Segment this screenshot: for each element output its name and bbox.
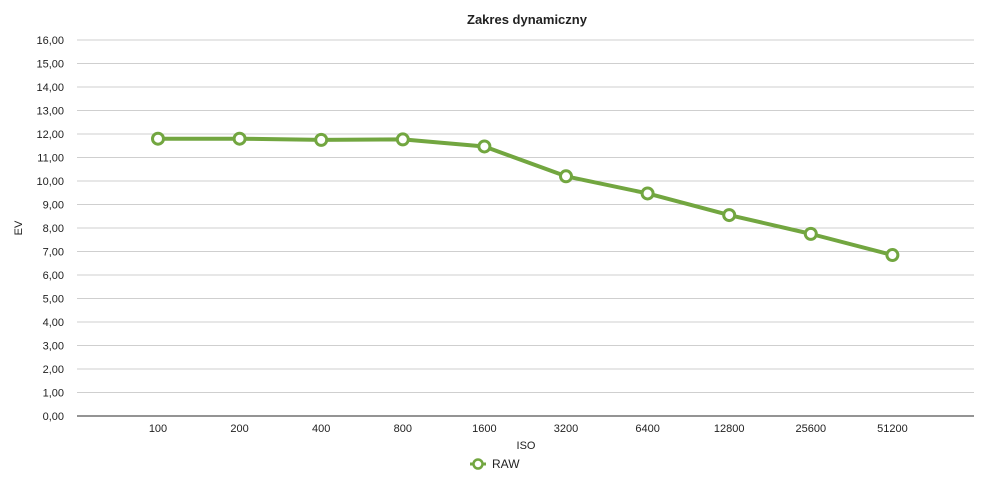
x-tick-label: 12800 bbox=[714, 423, 745, 435]
y-tick-label: 0,00 bbox=[43, 411, 64, 423]
x-tick-label: 51200 bbox=[877, 423, 908, 435]
x-tick-label: 200 bbox=[230, 423, 248, 435]
y-tick-label: 8,00 bbox=[43, 223, 64, 235]
series-line-raw bbox=[156, 136, 895, 258]
legend-label-raw: RAW bbox=[492, 457, 520, 471]
y-tick-label: 4,00 bbox=[43, 317, 64, 329]
x-axis-label: ISO bbox=[517, 440, 536, 452]
data-point-raw bbox=[640, 186, 655, 201]
data-point-raw bbox=[477, 139, 492, 154]
data-point-raw bbox=[722, 208, 737, 223]
x-tick-label: 1600 bbox=[472, 423, 496, 435]
data-point-raw bbox=[559, 169, 573, 184]
legend: RAW bbox=[470, 457, 520, 471]
grid-layer bbox=[77, 39, 974, 393]
y-tick-label: 15,00 bbox=[36, 59, 64, 71]
data-point-raw bbox=[395, 132, 410, 147]
y-tick-label: 1,00 bbox=[43, 388, 64, 400]
y-tick-labels: 0,00 1,00 2,00 3,00 4,00 5,00 6,00 7,00 8,00 9,00… bbox=[36, 35, 64, 423]
y-tick-label: 13,00 bbox=[36, 106, 64, 118]
x-tick-label: 100 bbox=[149, 423, 167, 435]
chart-title: Zakres dynamiczny bbox=[467, 12, 588, 27]
data-point-raw bbox=[232, 131, 247, 146]
x-tick-label: 3200 bbox=[554, 423, 578, 435]
x-tick-label: 800 bbox=[394, 423, 412, 435]
data-point-raw bbox=[885, 248, 900, 263]
x-tick-label: 400 bbox=[312, 423, 330, 435]
data-point-raw bbox=[314, 132, 329, 147]
series-layer bbox=[151, 131, 900, 263]
data-point-raw bbox=[803, 226, 818, 241]
y-tick-label: 14,00 bbox=[36, 82, 64, 94]
y-tick-label: 11,00 bbox=[37, 153, 64, 165]
y-tick-label: 10,00 bbox=[36, 176, 64, 188]
x-tick-labels: 100 200 400 800 1600 3200 6400 12800 25600 51200 bbox=[149, 423, 908, 435]
y-tick-label: 2,00 bbox=[43, 364, 64, 376]
y-tick-label: 6,00 bbox=[43, 270, 64, 282]
y-tick-label: 5,00 bbox=[43, 294, 64, 306]
x-tick-label: 25600 bbox=[796, 423, 827, 435]
y-tick-label: 9,00 bbox=[43, 200, 64, 212]
y-tick-label: 3,00 bbox=[43, 341, 64, 353]
legend-marker-raw bbox=[472, 458, 484, 470]
y-tick-label: 7,00 bbox=[43, 247, 64, 259]
data-point-raw bbox=[151, 131, 165, 146]
y-axis-label: EV bbox=[13, 220, 25, 235]
x-tick-label: 6400 bbox=[635, 423, 659, 435]
y-tick-label: 16,00 bbox=[36, 35, 64, 47]
y-tick-label: 12,00 bbox=[36, 129, 64, 141]
